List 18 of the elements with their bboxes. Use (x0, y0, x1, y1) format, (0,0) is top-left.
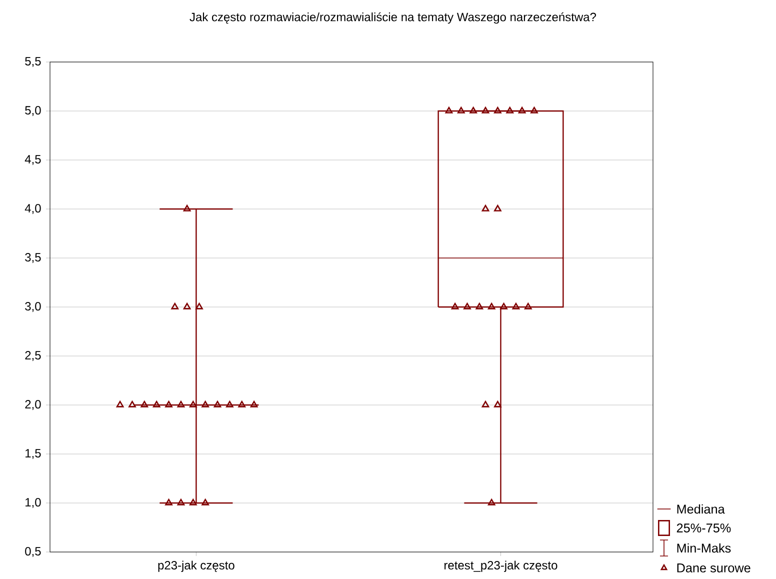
y-tick-label: 0,5 (25, 547, 41, 557)
y-tick-label: 3,5 (25, 253, 41, 263)
x-tick-label: retest_p23-jak często (444, 560, 558, 572)
text: Min-Maks (677, 543, 731, 553)
chart-title: Jak często rozmawiacie/rozmawialiście na tematy Waszego narzeczeństwa? (190, 12, 596, 24)
y-tick-label: 4,0 (24, 204, 41, 214)
legend-label: Dane surowe (677, 564, 750, 572)
text: 25%-75% (676, 524, 731, 532)
y-tick-label: 3,0 (25, 302, 41, 312)
y-tick-label: 2,0 (25, 400, 41, 410)
y-tick-label: 2,5 (25, 351, 41, 361)
y-tick-label: 4,5 (24, 155, 41, 165)
y-tick-label: 1,5 (26, 449, 41, 459)
x-tick-label: p23-jak często (158, 560, 234, 572)
y-tick-label: 1,0 (26, 498, 41, 508)
y-tick-label: 5,5 (25, 57, 41, 67)
y-tick-label: 5,0 (25, 106, 41, 116)
text: Mediana (677, 504, 725, 514)
